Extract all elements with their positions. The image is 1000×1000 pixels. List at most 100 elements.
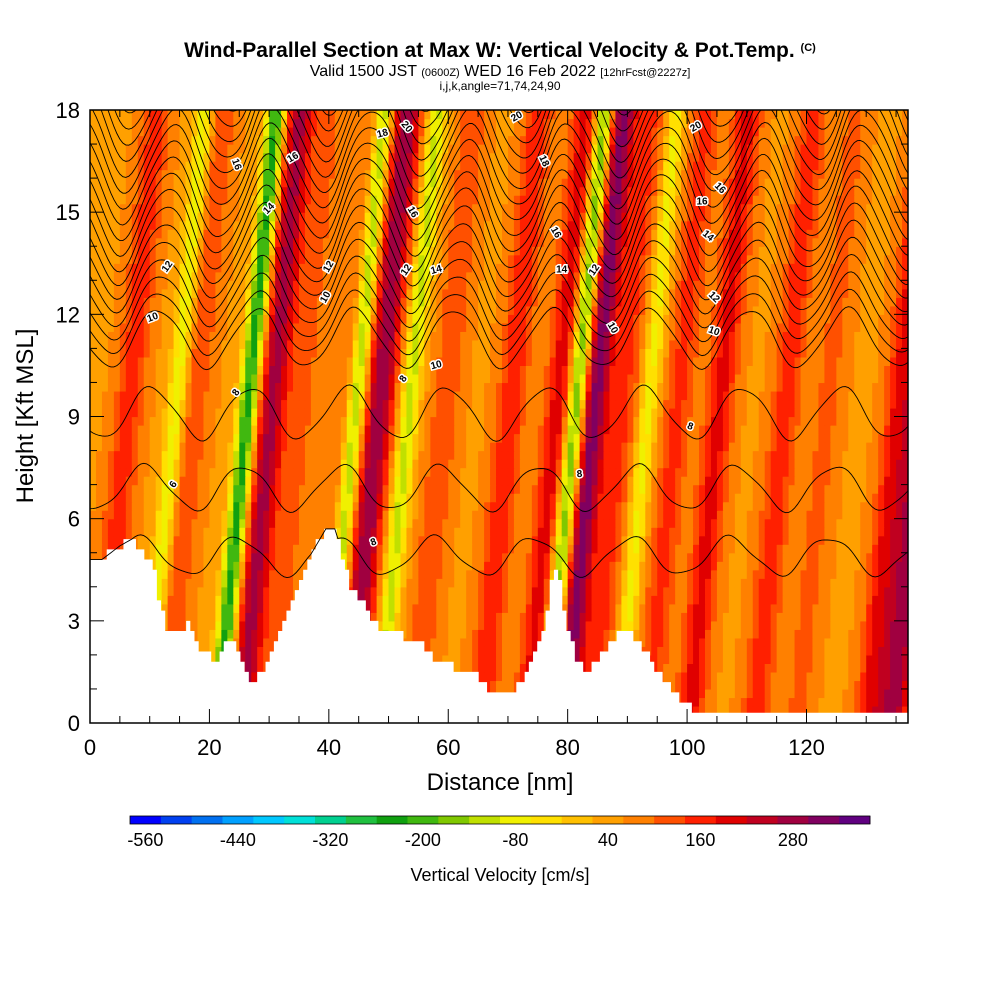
- velocity-cell: [507, 544, 515, 554]
- velocity-cell: [496, 603, 503, 613]
- velocity-cell: [281, 501, 288, 511]
- velocity-cell: [579, 493, 587, 503]
- velocity-cell: [352, 493, 360, 503]
- velocity-cell: [681, 663, 688, 673]
- velocity-cell: [316, 459, 324, 469]
- velocity-cell: [406, 578, 414, 588]
- velocity-cell: [155, 527, 163, 537]
- velocity-cell: [716, 680, 724, 690]
- velocity-cell: [251, 450, 258, 460]
- velocity-cell: [848, 433, 855, 443]
- velocity-cell: [824, 501, 831, 511]
- velocity-cell: [776, 535, 784, 545]
- velocity-cell: [884, 527, 891, 537]
- velocity-cell: [699, 654, 706, 664]
- velocity-cell: [561, 510, 569, 520]
- velocity-cell: [699, 493, 706, 503]
- velocity-cell: [866, 612, 873, 622]
- velocity-cell: [161, 552, 169, 562]
- velocity-cell: [842, 578, 849, 588]
- velocity-cell: [836, 705, 843, 716]
- velocity-cell: [227, 595, 234, 605]
- velocity-cell: [281, 493, 288, 503]
- velocity-cell: [806, 671, 814, 682]
- velocity-cell: [555, 569, 563, 579]
- velocity-cell: [233, 612, 240, 622]
- velocity-cell: [209, 450, 216, 460]
- velocity-cell: [902, 612, 908, 622]
- velocity-cell: [424, 518, 431, 528]
- velocity-cell: [699, 680, 706, 690]
- velocity-cell: [579, 654, 587, 664]
- velocity-cell: [615, 433, 622, 443]
- velocity-cell: [239, 620, 246, 630]
- velocity-cell: [675, 603, 682, 613]
- velocity-cell: [251, 510, 258, 520]
- velocity-cell: [185, 595, 193, 605]
- velocity-cell: [603, 476, 611, 486]
- velocity-cell: [788, 569, 796, 579]
- velocity-cell: [609, 586, 617, 596]
- velocity-cell: [197, 501, 205, 511]
- velocity-cell: [221, 629, 228, 639]
- velocity-cell: [561, 450, 569, 460]
- velocity-cell: [316, 442, 324, 452]
- velocity-cell: [352, 501, 360, 511]
- velocity-cell: [478, 671, 485, 682]
- velocity-cell: [269, 527, 276, 537]
- velocity-cell: [860, 442, 867, 452]
- velocity-cell: [191, 416, 199, 426]
- velocity-cell: [752, 442, 760, 452]
- velocity-cell: [812, 586, 820, 596]
- velocity-cell: [854, 416, 861, 426]
- velocity-cell: [460, 552, 467, 562]
- velocity-cell: [191, 442, 199, 452]
- velocity-cell: [573, 527, 581, 537]
- velocity-cell: [752, 595, 760, 605]
- velocity-cell: [866, 476, 873, 486]
- velocity-cell: [848, 578, 855, 588]
- velocity-cell: [884, 552, 891, 562]
- velocity-cell: [579, 425, 587, 435]
- velocity-cell: [836, 518, 843, 528]
- velocity-cell: [699, 629, 706, 639]
- velocity-cell: [346, 416, 354, 426]
- velocity-cell: [806, 518, 814, 528]
- velocity-cell: [687, 476, 694, 486]
- velocity-cell: [370, 425, 378, 435]
- velocity-cell: [860, 561, 867, 571]
- velocity-cell: [155, 595, 163, 605]
- velocity-cell: [519, 535, 527, 545]
- velocity-cell: [645, 527, 652, 537]
- velocity-cell: [90, 425, 97, 435]
- velocity-cell: [245, 501, 252, 511]
- velocity-cell: [137, 535, 145, 545]
- velocity-cell: [436, 620, 443, 630]
- velocity-cell: [131, 501, 139, 511]
- velocity-cell: [669, 680, 676, 690]
- velocity-cell: [454, 561, 461, 571]
- velocity-cell: [173, 586, 181, 596]
- velocity-cell: [167, 612, 175, 622]
- velocity-cell: [693, 450, 700, 460]
- velocity-cell: [203, 467, 211, 477]
- velocity-cell: [734, 544, 742, 554]
- velocity-cell: [490, 646, 497, 656]
- velocity-cell: [191, 586, 199, 596]
- velocity-cell: [758, 493, 766, 503]
- velocity-cell: [281, 527, 288, 537]
- velocity-cell: [866, 671, 873, 682]
- velocity-cell: [716, 450, 724, 460]
- velocity-cell: [490, 433, 497, 443]
- velocity-cell: [215, 510, 222, 520]
- velocity-cell: [454, 407, 461, 418]
- velocity-cell: [585, 603, 593, 613]
- velocity-cell: [263, 467, 270, 477]
- velocity-cell: [304, 433, 312, 443]
- velocity-cell: [209, 501, 216, 511]
- velocity-cell: [501, 459, 509, 469]
- velocity-cell: [752, 612, 760, 622]
- velocity-cell: [627, 425, 634, 435]
- velocity-cell: [304, 544, 312, 554]
- velocity-cell: [699, 697, 706, 707]
